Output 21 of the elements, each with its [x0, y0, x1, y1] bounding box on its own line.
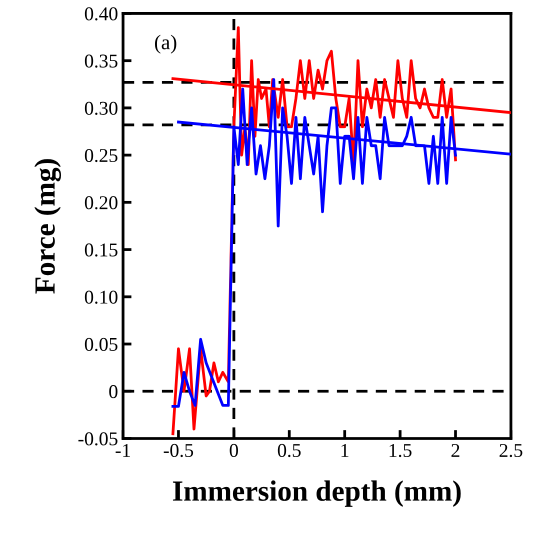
y-tick-label: -0.05: [78, 432, 118, 446]
x-tick-label: -1: [116, 444, 130, 457]
y-tick-label: 0.40: [84, 7, 118, 20]
x-tick-label: 0: [230, 444, 238, 458]
y-tick-label: 0.05: [84, 338, 118, 352]
y-tick-label: 0.35: [84, 54, 118, 68]
x-tick-label: -0.5: [164, 444, 194, 458]
y-tick-label: 0.10: [84, 290, 118, 304]
x-tick-label: 0.5: [278, 444, 301, 458]
x-axis-title: Immersion depth (mm): [172, 480, 461, 507]
x-tick-label: 1.5: [390, 444, 412, 458]
x-tick-label: 1: [342, 444, 348, 457]
y-tick-label: 0.25: [84, 148, 118, 162]
y-axis-title: Force (mg): [34, 159, 62, 294]
x-tick-label: 2.5: [500, 444, 522, 458]
annotation: (a): [154, 34, 176, 54]
y-tick-label: 0.15: [84, 243, 118, 257]
y-tick-label: 0.20: [84, 196, 118, 210]
y-tick-label: 0: [109, 385, 118, 398]
y-tick-label: 0.30: [84, 102, 118, 115]
x-tick-label: 2: [452, 444, 460, 457]
